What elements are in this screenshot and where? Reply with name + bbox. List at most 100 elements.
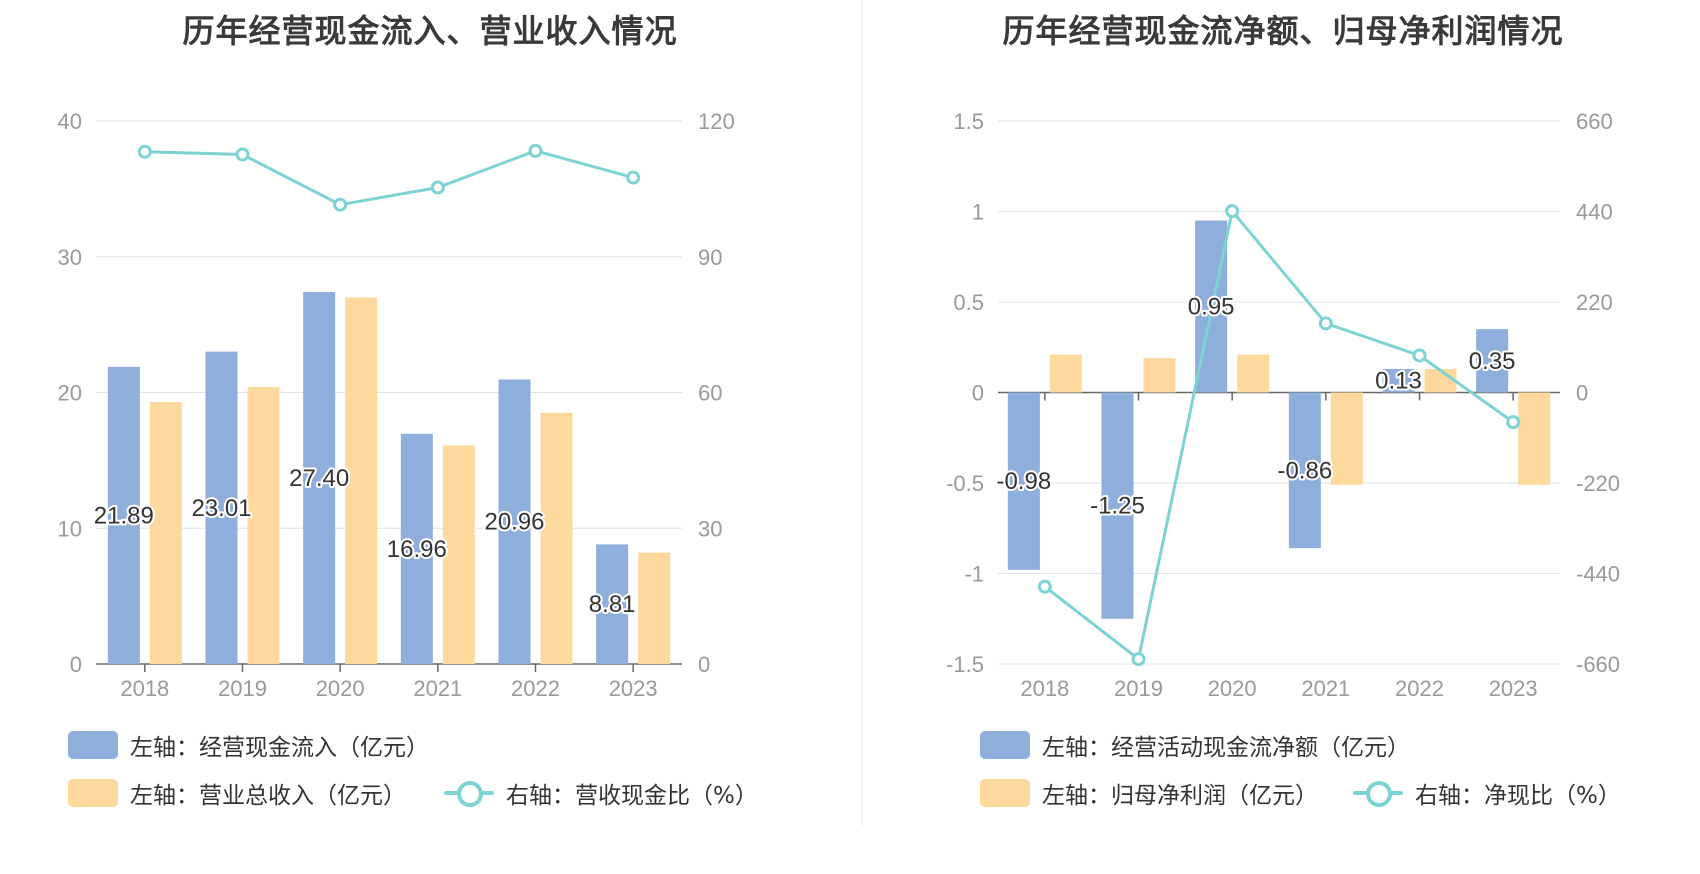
line-point [1506,415,1521,430]
x-tick-label: 2021 [413,676,462,701]
y-left-tick-label: -1.5 [946,652,984,677]
bar-data-label: 27.40 [289,465,349,492]
chart-title: 历年经营现金流净额、归母净利润情况 [1002,12,1564,50]
bar-series-2 [1049,354,1082,393]
line-point [626,170,641,185]
line-point [430,180,445,195]
y-right-tick-label: 0 [698,652,710,677]
y-left-tick-label: 1.5 [953,109,984,134]
y-left-tick-label: 0 [70,652,82,677]
line-point [1037,579,1052,594]
y-left-tick-label: -1 [964,562,984,587]
y-left-tick-label: 30 [58,245,82,270]
x-tick-label: 2022 [511,676,560,701]
y-right-tick-label: 220 [1576,290,1613,315]
legend-label: 左轴：营业总收入（亿元） [130,783,406,809]
bar-series-1 [1007,392,1040,570]
bar-data-label: -0.98 [996,468,1051,495]
line-series-3 [144,149,634,207]
line-point [333,197,348,212]
line-point [1412,348,1427,363]
legend-item-series-2[interactable]: 左轴：归母净利润（亿元） [980,776,1318,810]
bar-data-label: 8.81 [589,591,636,618]
y-right-tick-label: 0 [1576,381,1588,406]
y-left-tick-label: 40 [58,109,82,134]
x-tick-label: 2018 [1020,676,1069,701]
y-right-tick-label: -440 [1576,562,1620,587]
bar-series-2 [442,445,475,664]
legend-line-swatch [1353,779,1403,807]
chart-plot: 1.5 660 1 440 0.5 220 0 0 -0.5 -220 -1 -440 -1.5 -660… [946,109,1620,701]
legend-swatch [980,779,1030,807]
legend-line-swatch [444,779,494,807]
legend-swatch [68,779,118,807]
bar-series-2 [1237,354,1270,393]
bar-data-label: 23.01 [191,495,251,522]
panel-divider [862,0,863,826]
line-point [528,143,543,158]
legend-label: 左轴：经营现金流入（亿元） [130,735,429,761]
x-tick-label: 2018 [120,676,169,701]
x-tick-label: 2023 [1489,676,1538,701]
legend-swatch [980,731,1030,759]
legend-item-series-2[interactable]: 左轴：营业总收入（亿元） [68,776,406,810]
bar-series-2 [149,402,182,664]
y-left-tick-label: 10 [58,516,82,541]
legend-item-series-1[interactable]: 左轴：经营现金流入（亿元） [68,728,429,762]
bar-series-2 [247,387,280,664]
bar-data-label: 21.89 [94,502,154,529]
y-right-tick-label: 660 [1576,109,1613,134]
bar-series-2 [638,552,671,664]
bar-series-1 [596,544,629,664]
legend-item-series-3[interactable]: 右轴：净现比（%） [1353,776,1621,810]
bar-data-label: 0.13 [1375,368,1422,395]
x-tick-label: 2019 [1114,676,1163,701]
bar-series-1 [498,379,531,664]
y-left-tick-label: 1 [972,200,984,225]
x-tick-label: 2020 [316,676,365,701]
chart-panel-left: 历年经营现金流入、营业收入情况 40 120 30 90 20 60 10 30 0 0 2018 2… [58,12,758,810]
chart-panel-right: 历年经营现金流净额、归母净利润情况 1.5 660 1 440 0.5 220 0 0 -0.5… [866,0,1700,874]
bar-series-1 [107,366,140,664]
legend-label: 左轴：归母净利润（亿元） [1042,783,1318,809]
bar-series-2 [1143,358,1176,393]
bar-data-label: -1.25 [1090,493,1145,520]
chart-title: 历年经营现金流入、营业收入情况 [182,12,678,50]
legend-item-series-3[interactable]: 右轴：营收现金比（%） [444,776,758,810]
y-right-tick-label: -660 [1576,652,1620,677]
legend-label: 右轴：营收现金比（%） [506,783,758,809]
y-right-tick-label: 90 [698,245,722,270]
bar-series-1 [1382,368,1415,393]
legend-swatch [68,731,118,759]
x-tick-label: 2021 [1301,676,1350,701]
line-point [1225,204,1240,219]
bar-series-1 [400,433,433,664]
bar-series-2 [1330,392,1363,485]
line-point [1318,316,1333,331]
x-tick-label: 2019 [218,676,267,701]
bar-data-label: 20.96 [484,509,544,536]
legend-label: 右轴：净现比（%） [1415,783,1621,809]
bar-series-1 [205,351,238,664]
legend-item-series-1[interactable]: 左轴：经营活动现金流净额（亿元） [980,728,1410,762]
chart-plot: 40 120 30 90 20 60 10 30 0 0 2018 2019 2020 2021 2022 2… [58,109,735,701]
y-left-tick-label: 20 [58,381,82,406]
line-point [235,147,250,162]
bar-series-1 [1476,329,1509,393]
line-point [1131,652,1146,667]
x-tick-label: 2022 [1395,676,1444,701]
bar-series-2 [1424,368,1457,393]
bar-series-2 [540,412,573,664]
bar-data-label: -0.86 [1277,457,1332,484]
bar-data-label: 16.96 [387,536,447,563]
y-right-tick-label: 30 [698,516,722,541]
bar-data-label: 0.35 [1469,348,1516,375]
y-left-tick-label: 0.5 [953,290,984,315]
bar-series-2 [345,297,378,664]
line-point [137,144,152,159]
y-right-tick-label: 60 [698,381,722,406]
x-tick-label: 2023 [609,676,658,701]
legend-label: 左轴：经营活动现金流净额（亿元） [1042,735,1410,761]
bar-series-1 [1288,392,1321,549]
x-tick-label: 2020 [1208,676,1257,701]
